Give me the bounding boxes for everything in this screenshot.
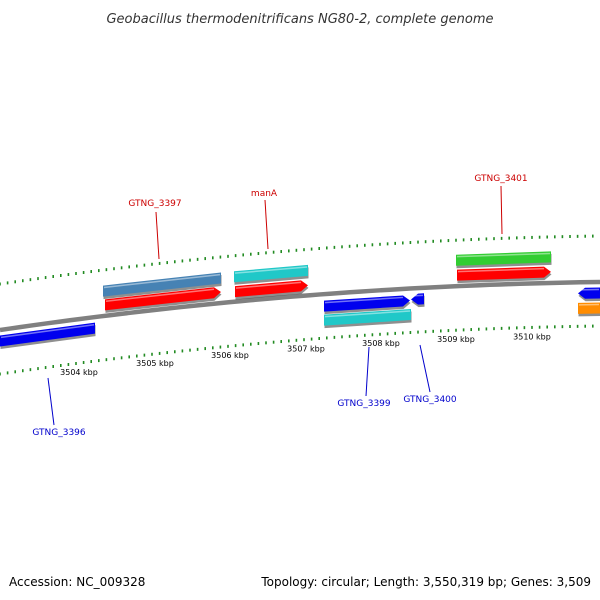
inner-tick-ring bbox=[0, 324, 594, 376]
gene-label: GTNG_3396 bbox=[32, 428, 86, 438]
feature-blue-arrow-body bbox=[578, 287, 600, 299]
feature-red-arrow-body bbox=[457, 266, 551, 281]
genome-backbone bbox=[0, 279, 600, 333]
outer-tick-ring bbox=[0, 234, 594, 286]
gene-label: GTNG_3397 bbox=[128, 199, 181, 209]
feature-orange-bar-body bbox=[578, 302, 600, 314]
tick-label: 3506 kbp bbox=[211, 351, 249, 360]
feature-red-arrow-highlight bbox=[235, 281, 302, 289]
feature-blue-bar-body bbox=[0, 322, 95, 347]
feature-blue-arrow bbox=[411, 293, 425, 308]
genome-summary-text: Topology: circular; Length: 3,550,319 bp… bbox=[260, 575, 591, 589]
gene-label-leader bbox=[500, 185, 503, 235]
map-title: Geobacillus thermodenitrificans NG80-2, … bbox=[106, 12, 493, 27]
feature-red-arrow bbox=[457, 266, 552, 284]
feature-blue-bar-highlight bbox=[0, 323, 95, 339]
accession-text: Accession: NC_009328 bbox=[9, 575, 145, 589]
tick-label: 3510 kbp bbox=[513, 332, 551, 341]
feature-cyan-bar-highlight bbox=[234, 266, 308, 274]
feature-red-arrow-body bbox=[235, 280, 308, 298]
feature-blue-arrow-body bbox=[411, 293, 424, 305]
feature-cyan-bar bbox=[234, 264, 309, 285]
gene-label-group: GTNG_3397 manA GTNG_3401 GTNG_3396 GTNG_3399… bbox=[32, 174, 527, 438]
tick-label: 3504 kbp bbox=[60, 368, 98, 377]
feature-blue-bar bbox=[0, 322, 96, 349]
feature-blue-arrow-highlight bbox=[324, 296, 404, 304]
feature-cyan-bar bbox=[324, 308, 412, 329]
gene-label-leader bbox=[155, 211, 160, 260]
feature-cyan-bar-highlight bbox=[324, 310, 411, 318]
gene-label-leader bbox=[365, 346, 370, 397]
feature-cyan-bar-body bbox=[324, 308, 411, 326]
feature-green-bar-highlight bbox=[456, 252, 551, 258]
feature-steelblue-bar-highlight bbox=[103, 273, 221, 289]
feature-orange-bar bbox=[578, 302, 600, 317]
feature-blue-arrow-body bbox=[324, 295, 410, 312]
feature-blue-arrow bbox=[578, 287, 600, 302]
feature-blue-arrow bbox=[324, 295, 411, 315]
tick-label: 3505 kbp bbox=[136, 359, 174, 368]
feature-steelblue-bar bbox=[103, 272, 222, 300]
feature-group bbox=[0, 251, 600, 349]
gene-label-leader bbox=[419, 344, 431, 393]
feature-steelblue-bar-body bbox=[103, 272, 221, 297]
feature-cyan-bar-body bbox=[234, 264, 308, 283]
gene-label: GTNG_3400 bbox=[403, 395, 457, 405]
gene-label: manA bbox=[251, 189, 278, 199]
gene-label-leader bbox=[264, 199, 269, 250]
gene-label: GTNG_3399 bbox=[337, 399, 391, 409]
feature-red-arrow bbox=[105, 287, 222, 313]
tick-label: 3509 kbp bbox=[437, 335, 475, 344]
gene-label: GTNG_3401 bbox=[474, 174, 527, 184]
feature-red-arrow bbox=[235, 280, 309, 300]
feature-red-arrow-highlight bbox=[105, 288, 215, 302]
tick-label: 3508 kbp bbox=[362, 339, 400, 348]
feature-green-bar-body bbox=[456, 251, 551, 266]
feature-red-arrow-highlight bbox=[457, 267, 545, 273]
feature-green-bar bbox=[456, 251, 552, 269]
feature-blue-arrow-highlight bbox=[411, 294, 424, 297]
feature-red-arrow-body bbox=[105, 287, 221, 311]
tick-label-group: 3504 kbp 3505 kbp 3506 kbp 3507 kbp 3508 kbp… bbox=[60, 332, 551, 377]
tick-label: 3507 kbp bbox=[287, 345, 325, 354]
gene-label-leader bbox=[47, 377, 55, 426]
